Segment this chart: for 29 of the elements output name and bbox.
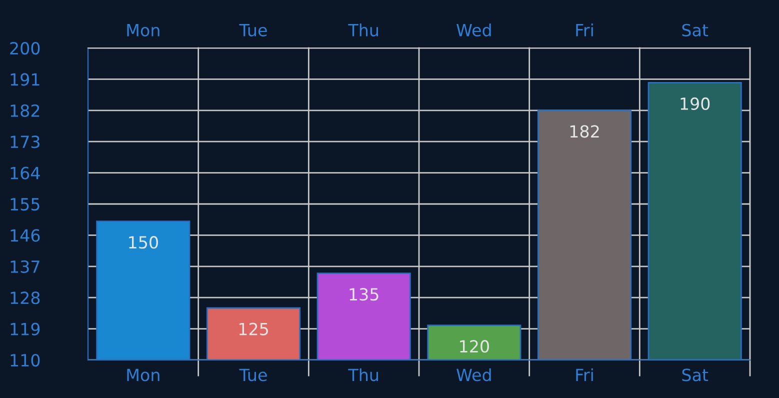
- category-label: Mon: [127, 24, 160, 36]
- y-tick-label: 146: [10, 229, 40, 242]
- y-tick-label: 173: [10, 136, 40, 148]
- category-label: Sat: [682, 24, 708, 36]
- y-tick-label: 128: [10, 292, 40, 304]
- y-tick-label: 164: [10, 166, 40, 180]
- category-label: Thu: [348, 24, 378, 36]
- x-tick-label: Tue: [239, 368, 267, 382]
- data-label: 182: [570, 125, 599, 138]
- data-label: 135: [350, 288, 378, 301]
- x-tick-label: Sat: [682, 368, 708, 382]
- category-label: Fri: [576, 24, 593, 36]
- x-tick-label: Fri: [576, 368, 593, 381]
- data-label: 125: [239, 322, 268, 336]
- y-tick-label: 119: [10, 322, 40, 336]
- y-tick-label: 182: [10, 104, 40, 117]
- y-tick-label: 200: [10, 42, 40, 55]
- x-tick-label: Mon: [127, 368, 160, 382]
- y-tick-label: 137: [10, 260, 40, 273]
- y-tick-label: 110: [10, 354, 40, 367]
- y-tick-label: 155: [10, 198, 40, 211]
- category-label: Wed: [456, 24, 491, 36]
- x-tick-label: Wed: [456, 368, 491, 382]
- data-label: 150: [129, 236, 158, 249]
- y-tick-label: 191: [10, 73, 40, 86]
- category-label: Tue: [239, 24, 267, 36]
- data-label: 190: [680, 97, 710, 110]
- x-tick-label: Thu: [348, 368, 378, 382]
- data-label: 120: [460, 340, 489, 353]
